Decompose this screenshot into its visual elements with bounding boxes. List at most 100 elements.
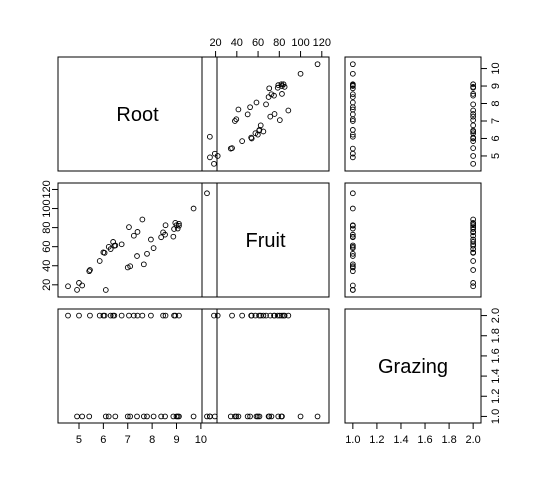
x-tick-label-fruit-2: 60 [252, 37, 264, 49]
point-root-fruit-30 [276, 117, 283, 123]
point-fruit-root-14 [170, 233, 177, 240]
point-grazing-fruit-37 [274, 312, 281, 319]
point-fruit-root-21 [76, 280, 82, 286]
x-tick-label-root-1: 6 [100, 434, 106, 446]
point-grazing-root-7 [127, 413, 134, 420]
point-fruit-grazing-27 [470, 239, 477, 245]
point-grazing-fruit-21 [214, 312, 221, 319]
point-fruit-root-12 [158, 234, 164, 241]
point-grazing-root-17 [176, 413, 182, 420]
point-grazing-root-3 [79, 413, 86, 420]
y-tick-label-fruit-1: 40 [41, 260, 53, 272]
point-root-fruit-11 [253, 99, 260, 106]
point-root-grazing-12 [349, 94, 356, 100]
point-grazing-root-35 [160, 312, 166, 319]
point-fruit-root-32 [134, 229, 141, 235]
point-grazing-fruit-10 [247, 413, 253, 420]
point-root-fruit-20 [211, 160, 217, 167]
point-grazing-root-20 [65, 312, 71, 319]
panel-fruit-vs-root [57, 182, 218, 298]
point-root-fruit-25 [248, 134, 255, 141]
point-root-fruit-21 [214, 153, 221, 159]
panel-root-vs-root [57, 56, 218, 172]
point-fruit-grazing-35 [470, 229, 477, 236]
point-fruit-root-35 [160, 229, 166, 236]
y-tick-label-grazing-5: 2.0 [490, 308, 502, 323]
point-grazing-fruit-14 [266, 413, 273, 420]
point-fruit-grazing-31 [470, 232, 477, 239]
point-grazing-root-6 [124, 413, 131, 420]
point-fruit-root-34 [148, 236, 154, 243]
y-tick-label-fruit-3: 80 [41, 221, 53, 233]
point-root-grazing-11 [349, 99, 356, 106]
point-fruit-root-19 [204, 190, 210, 197]
point-fruit-grazing-16 [349, 225, 356, 232]
point-fruit-root-36 [162, 222, 169, 229]
point-grazing-root-34 [148, 312, 154, 319]
panel-root-vs-fruit [201, 56, 330, 172]
point-grazing-root-19 [204, 413, 210, 420]
point-root-fruit-8 [244, 111, 251, 118]
x-tick-label-grazing-2: 1.4 [393, 434, 408, 446]
point-grazing-root-5 [102, 413, 109, 420]
point-grazing-root-12 [158, 413, 164, 420]
point-fruit-root-28 [111, 242, 118, 249]
point-root-fruit-38 [281, 84, 288, 90]
point-root-fruit-14 [266, 85, 273, 92]
point-fruit-root-29 [118, 241, 125, 248]
point-root-fruit-36 [279, 91, 285, 97]
point-fruit-grazing-18 [349, 205, 356, 212]
y-tick-label-root-3: 8 [490, 100, 502, 106]
y-tick-label-fruit-2: 60 [41, 241, 53, 253]
point-grazing-root-0 [105, 413, 112, 420]
diagonal-label-grazing: Grazing [378, 356, 448, 378]
point-root-grazing-20 [470, 160, 477, 167]
point-fruit-grazing-34 [470, 236, 477, 243]
point-root-grazing-9 [349, 106, 356, 113]
point-grazing-fruit-16 [275, 413, 282, 420]
point-root-fruit-19 [314, 61, 321, 68]
point-grazing-root-39 [176, 312, 182, 319]
point-grazing-fruit-13 [268, 413, 275, 420]
point-fruit-grazing-9 [349, 261, 356, 268]
y-tick-label-grazing-2: 1.4 [490, 368, 502, 383]
point-grazing-root-2 [74, 413, 80, 420]
point-fruit-grazing-11 [349, 245, 356, 251]
point-root-grazing-33 [470, 107, 477, 114]
point-grazing-root-9 [140, 413, 147, 420]
point-fruit-root-5 [102, 287, 109, 293]
point-fruit-grazing-23 [470, 258, 477, 264]
y-tick-label-fruit-5: 120 [41, 180, 53, 198]
point-root-grazing-8 [349, 111, 356, 118]
point-root-grazing-4 [349, 145, 356, 152]
point-fruit-grazing-21 [470, 280, 477, 286]
point-fruit-root-38 [172, 219, 179, 226]
point-fruit-grazing-8 [349, 253, 356, 259]
point-grazing-fruit-29 [257, 312, 264, 319]
point-fruit-root-27 [110, 239, 116, 245]
x-tick-label-root-3: 8 [149, 434, 155, 446]
x-tick-label-grazing-1: 1.2 [369, 434, 384, 446]
point-fruit-root-2 [74, 287, 80, 293]
point-fruit-root-3 [79, 282, 86, 289]
y-tick-label-root-4: 9 [490, 83, 502, 89]
point-root-fruit-23 [239, 138, 245, 144]
x-tick-label-root-5: 10 [195, 434, 207, 446]
x-tick-label-root-2: 7 [125, 434, 131, 446]
point-root-grazing-34 [470, 101, 477, 108]
point-root-grazing-39 [470, 81, 477, 88]
point-fruit-root-23 [96, 258, 103, 264]
point-fruit-root-22 [87, 267, 93, 273]
point-root-fruit-12 [265, 94, 272, 100]
point-grazing-root-21 [76, 312, 82, 319]
point-grazing-root-30 [126, 312, 132, 319]
y-tick-label-root-5: 10 [490, 62, 502, 74]
panel-fruit-vs-fruit [201, 182, 330, 298]
point-fruit-root-20 [65, 283, 71, 290]
point-root-fruit-22 [229, 145, 235, 151]
point-grazing-fruit-36 [279, 312, 285, 319]
point-grazing-root-8 [134, 413, 140, 420]
point-root-grazing-32 [470, 111, 477, 117]
point-fruit-root-11 [150, 245, 157, 251]
point-root-grazing-14 [349, 85, 356, 92]
